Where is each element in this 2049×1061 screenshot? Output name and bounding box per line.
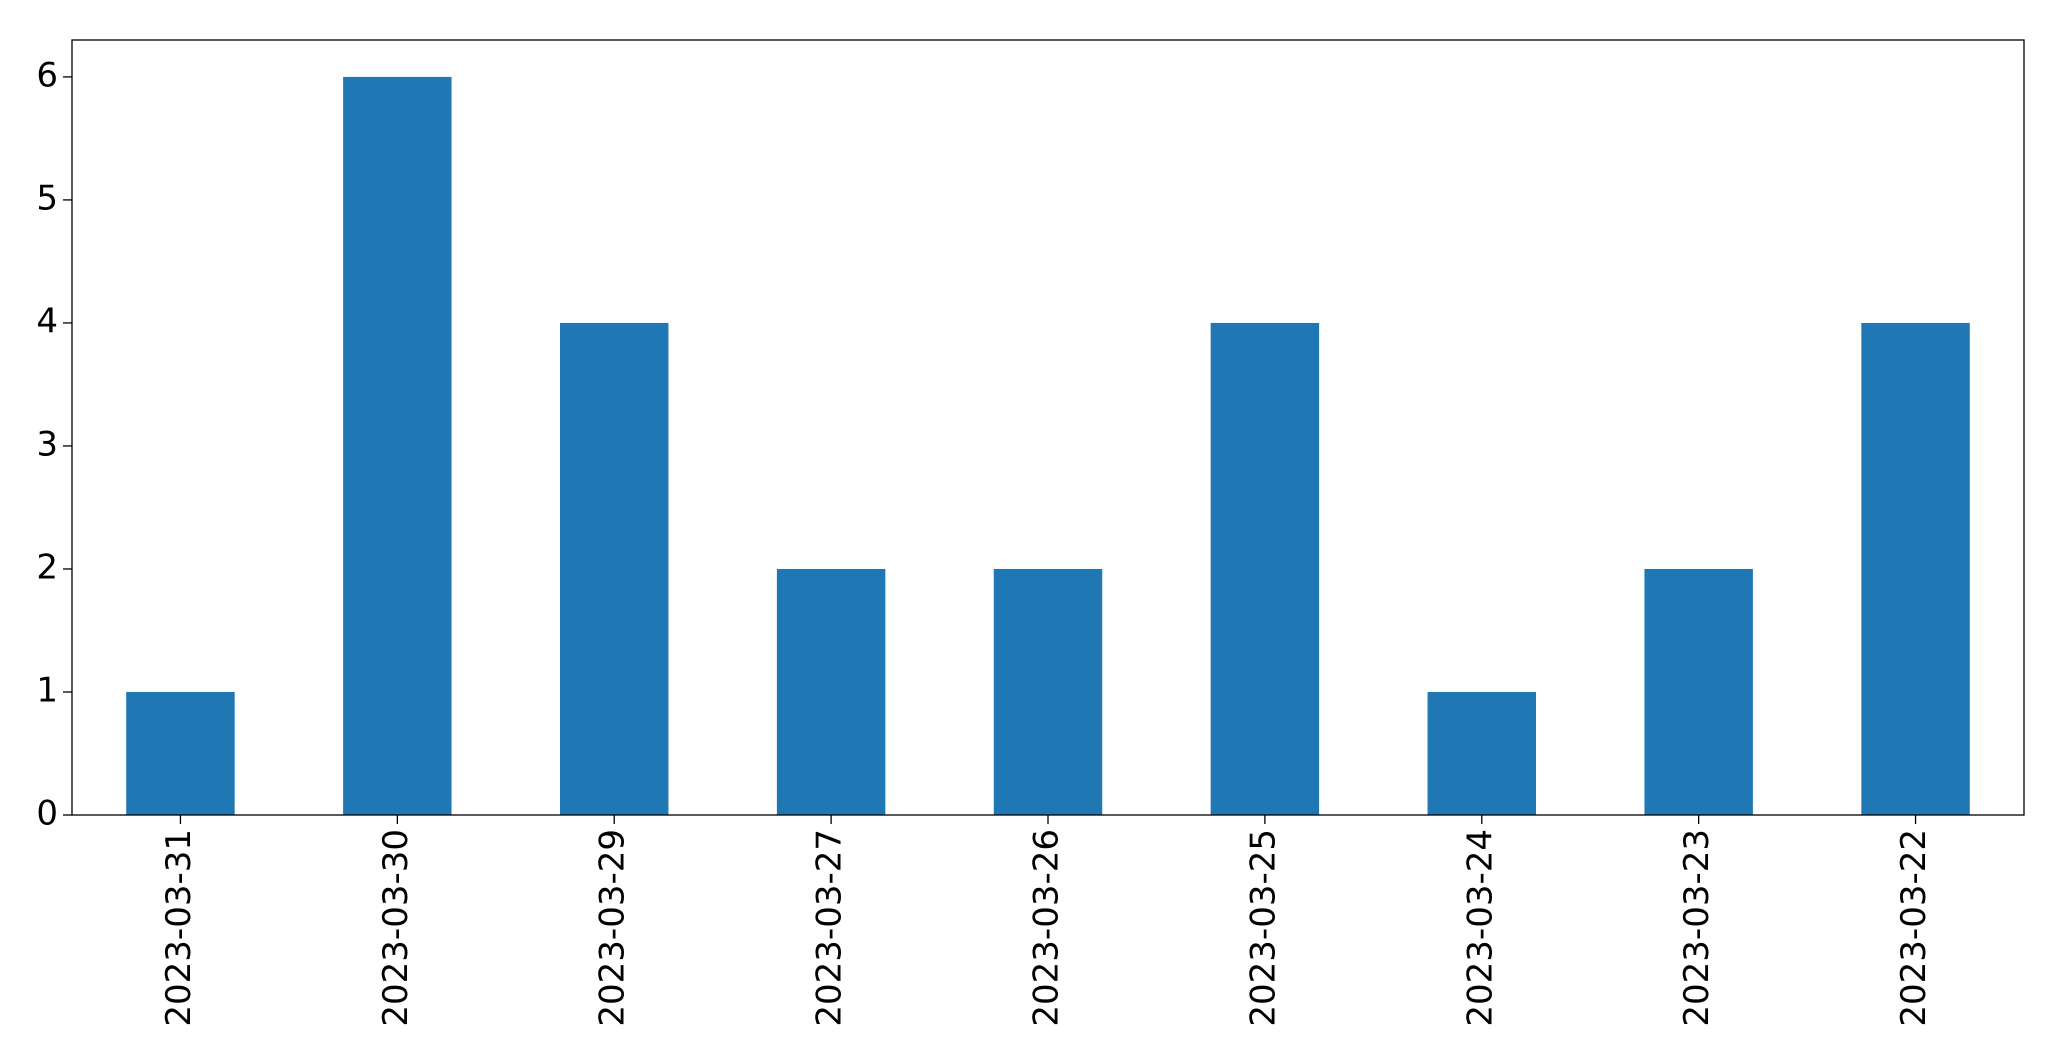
y-tick-label: 5 bbox=[36, 178, 58, 218]
bar bbox=[126, 691, 235, 815]
bar bbox=[1427, 691, 1536, 815]
x-tick-label: 2023-03-29 bbox=[593, 829, 633, 1027]
x-tick-label: 2023-03-23 bbox=[1677, 829, 1717, 1027]
x-tick-label: 2023-03-31 bbox=[159, 829, 199, 1027]
x-tick-label: 2023-03-25 bbox=[1243, 829, 1283, 1027]
y-tick-label: 3 bbox=[36, 424, 58, 464]
bar bbox=[1861, 322, 1970, 815]
bar bbox=[776, 568, 886, 815]
y-tick-label: 1 bbox=[36, 670, 58, 710]
bar bbox=[1644, 568, 1753, 815]
y-tick-label: 0 bbox=[36, 794, 58, 834]
y-tick-label: 2 bbox=[36, 547, 58, 587]
bar bbox=[1210, 322, 1320, 815]
y-tick-label: 6 bbox=[36, 55, 58, 95]
bar bbox=[560, 322, 669, 815]
x-tick-label: 2023-03-27 bbox=[810, 829, 850, 1027]
x-tick-label: 2023-03-30 bbox=[376, 829, 416, 1027]
plot-frame bbox=[71, 39, 2025, 816]
bar bbox=[993, 568, 1103, 815]
x-tick-label: 2023-03-26 bbox=[1027, 829, 1067, 1027]
y-tick-label: 4 bbox=[36, 301, 58, 341]
x-tick-label: 2023-03-22 bbox=[1894, 829, 1934, 1027]
bar bbox=[343, 76, 452, 815]
x-tick-label: 2023-03-24 bbox=[1460, 829, 1500, 1027]
